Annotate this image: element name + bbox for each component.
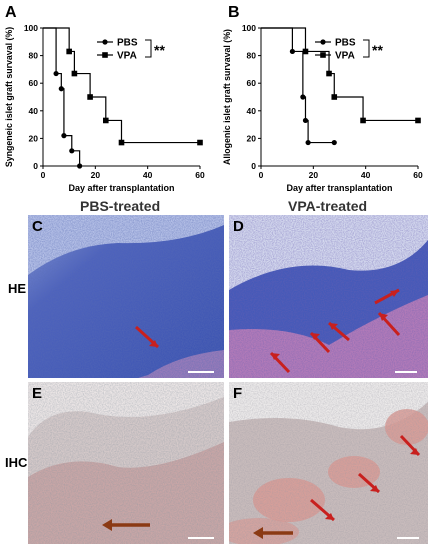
panel-letter-f: F: [233, 385, 242, 402]
legend-marker: [102, 52, 108, 58]
y-tick-label: 80: [247, 51, 257, 61]
y-axis-label: Allogenic islet graft survaval (%): [222, 29, 232, 165]
y-tick-label: 0: [251, 161, 256, 171]
arrow-c: [134, 325, 160, 349]
column-title-vpa: VPA-treated: [288, 198, 368, 214]
data-point-pbs: [331, 139, 337, 146]
arrow-e: [102, 519, 150, 531]
significance-bracket: [145, 39, 152, 58]
significance-label: **: [154, 42, 165, 58]
photo-he-vpa: D: [229, 215, 428, 378]
x-tick-label: 0: [41, 170, 46, 180]
scale-bar: [188, 371, 214, 373]
data-point-vpa: [302, 48, 309, 55]
significance-label: **: [372, 42, 383, 58]
legend-marker: [320, 39, 326, 45]
panel-letter-c: C: [32, 218, 43, 235]
y-axis-label: Syngeneic islet graft survaval (%): [4, 27, 14, 167]
data-point-vpa: [360, 117, 366, 124]
panel-letter-a: A: [5, 4, 17, 21]
data-point-vpa: [87, 94, 93, 100]
y-tick-label: 40: [29, 106, 39, 116]
y-tick-label: 80: [29, 51, 39, 61]
photo-he-pbs: C: [28, 215, 224, 378]
x-axis-label: Day after transplantation: [68, 183, 174, 193]
legend-marker: [320, 52, 326, 58]
arrows-f: [310, 434, 421, 522]
legend-label-vpa: VPA: [335, 51, 355, 62]
panel-letter-b: B: [228, 4, 240, 21]
x-tick-label: 40: [143, 170, 153, 180]
x-tick-label: 40: [361, 170, 371, 180]
data-point-vpa: [118, 139, 125, 146]
x-tick-label: 60: [413, 170, 423, 180]
series-line-pbs: [43, 27, 81, 166]
y-tick-label: 100: [24, 23, 38, 33]
data-point-pbs: [69, 148, 75, 154]
significance-bracket: [363, 39, 370, 58]
y-tick-label: 20: [247, 133, 257, 143]
photo-ihc-pbs: E: [28, 382, 224, 544]
x-tick-label: 20: [309, 170, 319, 180]
data-point-pbs: [289, 48, 295, 55]
x-tick-label: 0: [259, 170, 264, 180]
data-point-vpa: [103, 117, 109, 124]
data-point-pbs: [53, 70, 59, 77]
series-line-pbs: [261, 27, 335, 144]
data-point-pbs: [58, 86, 64, 92]
panel-letter-e: E: [32, 385, 42, 402]
y-tick-label: 60: [247, 78, 257, 88]
series-line-vpa: [43, 27, 200, 144]
y-tick-label: 0: [33, 161, 38, 171]
legend-label-pbs: PBS: [335, 38, 356, 49]
arrow-f-brown: [253, 527, 293, 539]
legend-marker: [102, 39, 108, 45]
data-point-pbs: [61, 133, 67, 139]
data-point-vpa: [71, 70, 78, 77]
arrows-d: [269, 288, 401, 374]
data-point-pbs: [305, 139, 311, 146]
legend-label-pbs: PBS: [117, 38, 138, 49]
data-point-vpa: [197, 139, 203, 146]
chart-b-svg: 0 20 40 60 80 100 0 20 40 60 Day after transplanta…: [222, 23, 423, 193]
row-label-he: HE: [8, 281, 27, 296]
data-point-pbs: [300, 94, 306, 100]
chart-syngeneic-survival: 0 20 40 60 80 100 0 20 40 60 Day after transplanta…: [0, 18, 215, 196]
chart-a-svg: 0 20 40 60 80 100 0 20 40 60 Day after transplanta…: [4, 23, 205, 193]
y-tick-label: 60: [29, 78, 39, 88]
data-point-pbs: [302, 117, 309, 124]
data-point-vpa: [326, 70, 332, 77]
photo-ihc-vpa: F: [229, 382, 428, 544]
legend-label-vpa: VPA: [117, 51, 137, 62]
panel-letter-d: D: [233, 218, 244, 235]
row-label-ihc: IHC: [5, 455, 28, 470]
y-tick-label: 100: [242, 23, 256, 33]
column-title-pbs: PBS-treated: [80, 198, 161, 214]
data-point-vpa: [415, 117, 421, 124]
x-tick-label: 20: [91, 170, 101, 180]
y-tick-label: 40: [247, 106, 257, 116]
y-tick-label: 20: [29, 133, 39, 143]
data-point-vpa: [331, 94, 338, 100]
data-point-pbs: [77, 163, 83, 169]
x-tick-label: 60: [195, 170, 205, 180]
chart-allogenic-survival: 0 20 40 60 80 100 0 20 40 60 Day after transplanta…: [218, 18, 433, 196]
x-axis-label: Day after transplantation: [286, 183, 392, 193]
data-point-vpa: [66, 48, 72, 55]
